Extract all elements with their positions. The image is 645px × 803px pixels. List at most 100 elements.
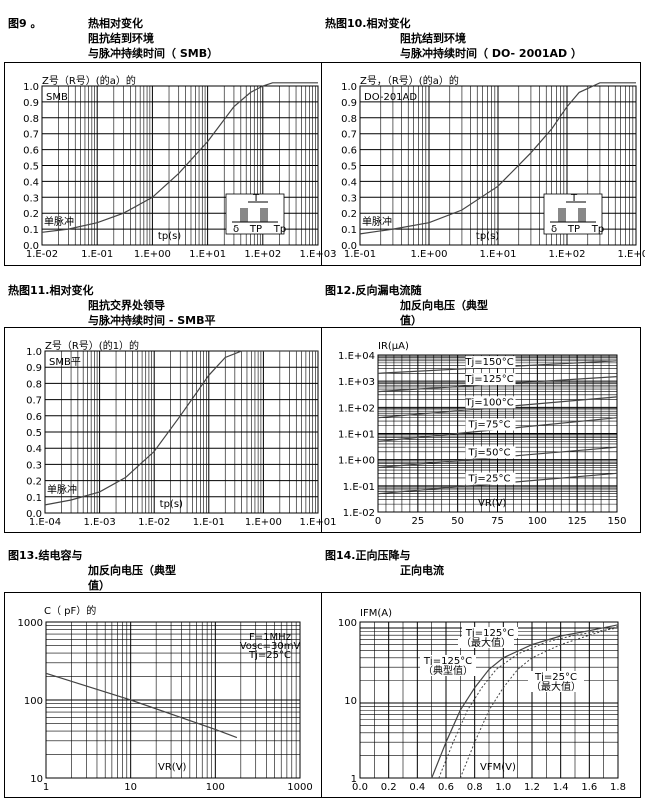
fig14-series-line	[459, 625, 619, 779]
fig9-inset-label: T	[252, 193, 260, 204]
fig13-caption-text: 加反向电压（典型 值）	[88, 563, 176, 593]
fig14-y-tick-label: 100	[338, 618, 357, 629]
fig9-sub-label: SMB	[46, 92, 68, 103]
fig10-y-tick-label: 0.5	[341, 162, 357, 173]
fig14-x-tick-label: 1.4	[553, 782, 569, 793]
fig11-number: 热图11.相对变化	[8, 284, 94, 297]
fig9-x-label: tp(s)	[158, 231, 181, 242]
fig10-inset-pulse	[558, 208, 566, 222]
fig12-x-tick-label: 100	[528, 516, 547, 527]
fig14-x-tick-label: 1.6	[581, 782, 597, 793]
fig14-caption-text: 正向电流	[400, 563, 444, 578]
fig9-y-tick-label: 0.4	[23, 177, 39, 188]
fig13-y-tick-label: 10	[30, 774, 43, 785]
fig14-annotation-bg	[420, 655, 476, 666]
fig11-x-tick-label: 1.E-03	[83, 517, 115, 528]
caption-line: 阻抗结到环境	[400, 32, 466, 45]
fig14-x-label: VFM(V)	[480, 762, 516, 773]
fig12-x-label: VR(V)	[478, 498, 507, 509]
fig12-series-label-bg	[465, 472, 516, 485]
fig12-y-tick-label: 1.E+04	[338, 351, 375, 362]
caption-line: 正向电流	[400, 564, 444, 577]
fig14-annotation: Tj=25°C	[534, 672, 577, 683]
fig12-series-label: Tj=75°C	[468, 420, 511, 431]
fig14-number: 图14.正向压降与	[325, 549, 411, 562]
fig13-x-label: VR(V)	[158, 762, 187, 773]
fig10-inset-label: TP	[567, 224, 580, 235]
caption-line: 加反向电压（典型	[88, 564, 176, 577]
fig10-caption: 热图10.相对变化	[325, 16, 411, 31]
fig9-y-tick-label: 0.2	[23, 209, 39, 220]
fig14-annotation: （最大值）	[461, 636, 511, 649]
fig14-annotation-bg	[528, 671, 584, 682]
fig14-annotation: Tj=125°C	[423, 656, 472, 667]
fig10-x-tick-label: 1.E+03	[618, 249, 645, 260]
fig14-x-tick-label: 1.0	[495, 782, 511, 793]
fig11-x-tick-label: 1.E-01	[193, 517, 225, 528]
fig10-y-tick-label: 0.6	[341, 146, 357, 157]
fig11-y-tick-label: 0.5	[26, 428, 42, 439]
fig9-inset-pulse	[240, 208, 248, 222]
fig10-note-single-pulse: 单脉冲	[362, 215, 392, 228]
fig10-inset-pulse	[578, 208, 586, 222]
fig9-x-tick-label: 1.E+03	[300, 249, 337, 260]
fig9-y-tick-label: 0.8	[23, 114, 39, 125]
fig13-series-line	[45, 672, 238, 739]
fig10-sub-label: DO-201AD	[364, 92, 417, 103]
fig10-inset-box	[543, 193, 603, 235]
fig11-y-tick-label: 0.0	[26, 509, 42, 520]
fig10-y-tick-label: 0.2	[341, 209, 357, 220]
fig10-x-tick-label: 1.E+01	[480, 249, 517, 260]
fig10-x-tick-label: 1.E+00	[411, 249, 448, 260]
fig11-caption-text: 阻抗交界处领导 与脉冲持续时间 - SMB平	[88, 298, 215, 328]
fig14-x-tick-label: 1.2	[524, 782, 540, 793]
fig11-sub-label: SMB平	[49, 357, 81, 368]
fig12-series-label-bg	[465, 373, 516, 386]
caption-line: 热相对变化	[88, 17, 143, 30]
fig12-x-tick-label: 25	[411, 516, 424, 527]
fig14-y-title: IFM(A)	[360, 608, 392, 619]
fig11-note-single-pulse: 单脉冲	[47, 483, 77, 496]
fig11-x-label: tp(s)	[160, 499, 183, 510]
fig14-x-tick-label: 0.4	[409, 782, 425, 793]
caption-line: 阻抗结到环境	[88, 32, 154, 45]
caption-line: 值）	[88, 579, 110, 592]
fig9-inset-label: TP	[249, 224, 262, 235]
fig14-annotation-bg	[420, 665, 476, 676]
fig13-x-tick-label: 10	[124, 782, 137, 793]
caption-line: 加反向电压（典型	[400, 299, 488, 312]
fig14-x-tick-label: 0.6	[438, 782, 454, 793]
caption-line: 与脉冲持续时间 - SMB平	[88, 314, 216, 327]
fig9-inset-label: δ	[233, 224, 239, 235]
fig9-x-tick-label: 1.E+00	[134, 249, 171, 260]
fig12-y-tick-label: 1.E+01	[338, 430, 375, 441]
fig12-series-label: Tj=50°C	[468, 447, 511, 458]
fig14-annotation: （典型值）	[423, 664, 473, 677]
fig10-series-line	[359, 82, 636, 235]
fig9-y-tick-label: 0.3	[23, 193, 39, 204]
fig11-x-tick-label: 1.E-02	[138, 517, 170, 528]
fig9-y-tick-label: 0.0	[23, 241, 39, 252]
fig14-x-tick-label: 0.8	[467, 782, 483, 793]
fig9-inset-pulse	[260, 208, 268, 222]
fig9-x-tick-label: 1.E-01	[81, 249, 113, 260]
fig13-x-tick-label: 100	[206, 782, 225, 793]
fig11-y-tick-label: 0.4	[26, 444, 42, 455]
fig10-x-tick-label: 1.E+02	[549, 249, 586, 260]
caption-line: 与脉冲持续时间（ SMB）	[88, 47, 219, 60]
fig12-y-tick-label: 1.E+02	[338, 403, 375, 414]
fig14-x-tick-label: 0.0	[352, 782, 368, 793]
fig9-number: 图9 。	[8, 17, 42, 30]
fig14-annotation: Tj=125°C	[465, 628, 514, 639]
fig11-y-tick-label: 0.6	[26, 412, 42, 423]
fig12-panel	[321, 327, 641, 533]
fig11-x-tick-label: 1.E+01	[300, 517, 337, 528]
fig11-y-tick-label: 0.8	[26, 379, 42, 390]
fig9-x-tick-label: 1.E-02	[26, 249, 58, 260]
fig12-y-tick-label: 1.E+00	[338, 456, 375, 467]
fig12-x-tick-label: 75	[491, 516, 504, 527]
fig9-y-tick-label: 0.7	[23, 130, 39, 141]
fig11-x-tick-label: 1.E-04	[29, 517, 61, 528]
fig10-y-tick-label: 1.0	[341, 82, 357, 93]
